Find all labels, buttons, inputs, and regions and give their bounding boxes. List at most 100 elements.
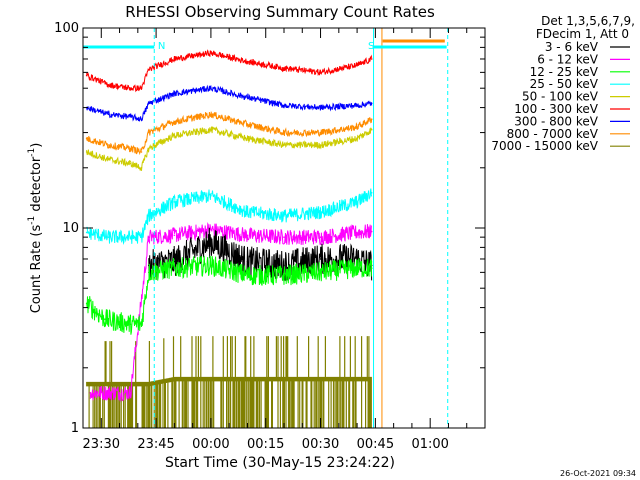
data-point — [370, 267, 373, 269]
data-point — [147, 271, 150, 274]
x-tick-label: 01:00 — [411, 437, 448, 452]
x-tick-label: 00:15 — [247, 437, 284, 452]
data-point — [107, 158, 110, 161]
x-tick-label: 00:45 — [357, 437, 394, 452]
data-point — [283, 144, 285, 146]
data-point — [173, 120, 176, 123]
legend-label: 12 - 25 keV — [530, 65, 599, 79]
data-point — [107, 391, 110, 394]
legend-label: 50 - 100 keV — [522, 90, 599, 104]
series-6 — [85, 84, 373, 122]
legend-label: 25 - 50 keV — [530, 77, 599, 91]
series-line — [89, 221, 372, 403]
data-point — [356, 64, 358, 67]
series-4 — [85, 126, 373, 171]
data-point — [140, 166, 143, 169]
series-line — [86, 111, 373, 156]
data-point — [283, 264, 285, 267]
x-axis: 23:30 23:45 00:00 00:15 00:30 00:45 01:00 — [83, 28, 486, 452]
data-point — [129, 87, 132, 90]
legend-label: 100 - 300 keV — [514, 102, 598, 116]
data-point — [370, 58, 373, 60]
data-point — [129, 162, 132, 165]
data-point — [210, 264, 212, 267]
x-tick-label: 00:30 — [302, 437, 339, 452]
series-line — [86, 49, 373, 93]
y-tick-label: 100 — [54, 21, 79, 36]
data-point — [140, 151, 143, 153]
data-point — [173, 92, 176, 95]
data-point — [210, 194, 212, 197]
y-axis-label: Count Rate (s-1 detector-1) — [27, 143, 44, 314]
data-point — [173, 134, 176, 137]
data-point — [319, 106, 322, 109]
data-point — [140, 87, 143, 90]
data-point — [246, 96, 249, 99]
x-tick-label: 23:45 — [137, 437, 174, 452]
series-line — [86, 188, 373, 245]
data-point — [85, 231, 88, 234]
data-point — [283, 215, 285, 217]
data-point — [147, 131, 150, 134]
data-point — [210, 113, 212, 116]
data-point — [246, 123, 249, 126]
data-point — [283, 131, 285, 134]
data-point — [356, 201, 358, 203]
data-point — [173, 201, 176, 203]
data-point — [246, 274, 249, 277]
data-point — [85, 74, 88, 77]
data-point — [140, 118, 143, 120]
data-point — [370, 230, 373, 233]
data-point — [210, 128, 212, 131]
flag-label: S — [368, 41, 374, 52]
data-point — [319, 211, 322, 213]
data-point — [356, 231, 358, 234]
legend-label: 6 - 12 keV — [537, 52, 599, 66]
series-line — [86, 84, 373, 122]
y-axis: 1 10 100 — [54, 21, 485, 436]
legend-label: 800 - 7000 keV — [507, 127, 599, 141]
data-point — [173, 267, 176, 269]
data-point — [246, 137, 249, 140]
data-point — [104, 318, 106, 320]
data-point — [370, 102, 373, 105]
data-point — [246, 234, 249, 237]
x-axis-label: Start Time (30-May-15 23:24:22) — [165, 455, 395, 471]
data-point — [319, 131, 322, 134]
data-point — [107, 113, 110, 116]
data-point — [210, 52, 212, 54]
data-point — [129, 236, 132, 238]
data-point — [319, 144, 322, 146]
legend-header-line-2: FDecim 1, Att 0 — [536, 27, 629, 41]
series-2 — [85, 255, 373, 335]
x-tick-label: 23:30 — [83, 437, 120, 452]
data-point — [85, 137, 88, 140]
chart-title: RHESSI Observing Summary Count Rates — [125, 3, 435, 21]
data-point — [356, 104, 358, 107]
data-point — [283, 67, 285, 69]
data-point — [147, 147, 150, 150]
data-point — [246, 260, 249, 263]
series-1 — [89, 221, 373, 403]
data-point — [356, 126, 358, 128]
series-line — [86, 255, 373, 335]
data-point — [246, 211, 249, 213]
data-point — [129, 391, 132, 394]
data-point — [370, 128, 373, 131]
series-line — [86, 336, 372, 428]
legend-label: 300 - 800 keV — [514, 114, 598, 128]
data-point — [89, 391, 92, 394]
data-point — [319, 258, 322, 260]
x-tick-label: 00:00 — [192, 437, 229, 452]
data-point — [210, 241, 212, 243]
data-point — [319, 271, 322, 274]
series-7 — [85, 111, 373, 156]
legend-label: 7000 - 15000 keV — [491, 139, 598, 153]
data-point — [319, 71, 322, 74]
data-point — [210, 228, 212, 231]
series-5 — [85, 49, 373, 93]
data-point — [356, 267, 358, 269]
data-point — [129, 323, 132, 326]
data-point — [283, 236, 285, 238]
